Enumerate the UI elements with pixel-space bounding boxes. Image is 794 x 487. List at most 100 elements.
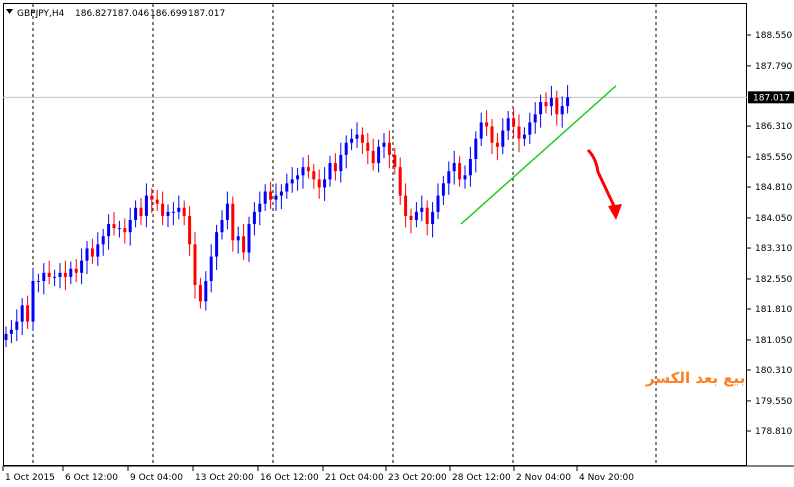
current-price-label: 187.017 xyxy=(753,93,790,103)
candle-body xyxy=(533,114,537,123)
candle-body xyxy=(69,268,73,277)
candle-body xyxy=(220,219,224,233)
candle-body xyxy=(107,224,111,237)
time-tick-label: 23 Oct 20:00 xyxy=(388,473,447,483)
candle-body xyxy=(425,207,429,225)
candle-body xyxy=(112,224,116,229)
candle-body xyxy=(387,142,391,155)
candle-body xyxy=(171,211,175,213)
candle-body xyxy=(452,163,456,172)
candle-body xyxy=(485,122,489,127)
candle-body xyxy=(285,183,289,192)
candle-body xyxy=(436,195,440,212)
candle-body xyxy=(317,179,321,188)
candle-body xyxy=(258,203,262,212)
candle-body xyxy=(188,215,192,245)
candle-body xyxy=(490,126,494,143)
annotation-text: بيع بعد الكسر xyxy=(645,369,745,387)
triangle-down-icon[interactable] xyxy=(6,9,13,14)
candle-body xyxy=(404,195,408,216)
high-value: 187.046 xyxy=(112,9,149,19)
price-tick-label: 181.050 xyxy=(755,336,792,346)
candle-body xyxy=(9,329,13,334)
price-tick-label: 178.810 xyxy=(755,427,792,437)
candle-body xyxy=(528,122,532,135)
candle-body xyxy=(501,130,505,147)
candle-body xyxy=(549,98,553,107)
candle-body xyxy=(560,106,564,115)
candle-body xyxy=(42,272,46,281)
candle-body xyxy=(377,146,381,164)
candle-body xyxy=(236,236,240,241)
candle-body xyxy=(58,272,62,277)
price-tick-label: 184.050 xyxy=(755,214,792,224)
candle-body xyxy=(296,175,300,180)
candle-body xyxy=(555,98,559,115)
candle-body xyxy=(328,163,332,180)
price-tick-label: 187.790 xyxy=(755,62,792,72)
candle-body xyxy=(447,171,451,184)
candles xyxy=(4,85,570,348)
candle-body xyxy=(53,276,57,278)
time-tick-label: 13 Oct 20:00 xyxy=(195,473,254,483)
candle-body xyxy=(333,163,337,172)
candle-body xyxy=(74,268,78,273)
candle-body xyxy=(398,167,402,196)
candle-body xyxy=(166,211,170,216)
chart-header: GBPJPY,H4 186.827 187.046 186.699 187.01… xyxy=(6,9,225,19)
time-tick-label: 9 Oct 04:00 xyxy=(130,473,183,483)
candle-body xyxy=(198,285,202,302)
candle-body xyxy=(393,154,397,168)
candle-body xyxy=(312,171,316,180)
candle-body xyxy=(263,191,267,204)
candle-body xyxy=(409,215,413,220)
candle-body xyxy=(182,207,186,216)
candle-body xyxy=(479,122,483,139)
vertical-grid xyxy=(32,4,657,466)
time-axis: 1 Oct 2015 6 Oct 12:00 9 Oct 04:00 13 Oct 2… xyxy=(2,466,634,483)
candle-body xyxy=(242,236,246,253)
candle-body xyxy=(458,163,462,180)
candle-body xyxy=(80,260,84,273)
time-tick-label: 2 Nov 04:00 xyxy=(516,473,571,483)
candle-body xyxy=(63,272,67,277)
price-tick-label: 188.550 xyxy=(755,31,792,41)
candle-body xyxy=(517,126,521,139)
candle-body xyxy=(247,224,251,253)
price-tick-label: 186.310 xyxy=(755,122,792,132)
time-tick-label: 4 Nov 20:00 xyxy=(579,473,634,483)
candle-body xyxy=(144,195,148,216)
price-tick-label: 182.550 xyxy=(755,275,792,285)
candle-body xyxy=(101,236,105,245)
candle-body xyxy=(123,228,127,233)
candle-body xyxy=(155,199,159,204)
candle-body xyxy=(382,142,386,147)
low-value: 186.699 xyxy=(150,9,187,19)
candle-body xyxy=(468,159,472,176)
price-tick-label: 185.550 xyxy=(755,153,792,163)
candle-body xyxy=(431,211,435,225)
candle-body xyxy=(414,211,418,220)
candle-body xyxy=(215,232,219,257)
candle-body xyxy=(323,179,327,188)
candle-body xyxy=(90,248,94,257)
time-tick-label: 16 Oct 12:00 xyxy=(260,473,319,483)
trendline[interactable] xyxy=(460,85,617,225)
time-tick-label: 6 Oct 12:00 xyxy=(65,473,118,483)
candle-body xyxy=(441,183,445,196)
price-tick-label: 180.310 xyxy=(755,366,792,376)
candle-body xyxy=(231,203,235,241)
candle-body xyxy=(47,272,51,277)
candle-body xyxy=(139,207,143,216)
time-tick-label: 1 Oct 2015 xyxy=(5,473,55,483)
candle-body xyxy=(31,280,35,322)
price-tick-label: 183.310 xyxy=(755,244,792,254)
current-price-badge xyxy=(748,91,794,104)
candle-body xyxy=(96,244,100,257)
price-tick-label: 179.550 xyxy=(755,397,792,407)
plot-frame xyxy=(3,3,747,466)
candle-body xyxy=(193,244,197,286)
candle-body xyxy=(420,207,424,212)
candle-body xyxy=(539,102,543,115)
